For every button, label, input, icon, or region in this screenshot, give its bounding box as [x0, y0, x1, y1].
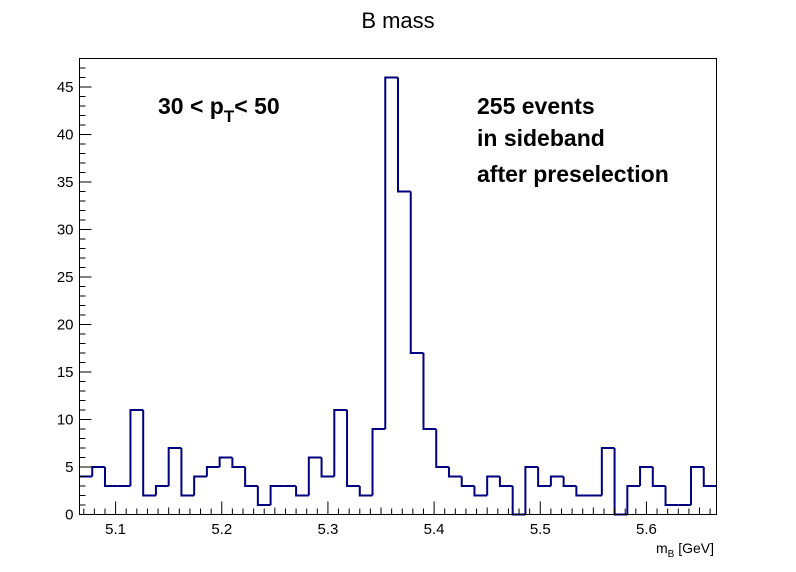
x-tick-label: 5.2	[211, 521, 232, 538]
histogram-bin	[154, 485, 169, 496]
histogram-bin	[346, 410, 360, 487]
histogram-bin	[397, 77, 411, 193]
histogram-bin	[384, 76, 398, 429]
histogram-bin	[142, 410, 156, 497]
y-tick-label: 15	[57, 364, 74, 381]
histogram-bin	[422, 353, 437, 430]
chart-title: B mass	[361, 8, 434, 33]
x-tick-label: 5.4	[424, 521, 445, 538]
histogram-bin	[651, 467, 666, 487]
pt-range-right: < 50	[234, 93, 279, 119]
histogram-bin	[460, 476, 475, 487]
pt-range-subscript: T	[224, 107, 235, 126]
histogram-bin	[358, 486, 373, 497]
histogram-bin	[435, 429, 449, 468]
histogram-bin	[103, 467, 118, 487]
preselection-annotation: after preselection	[477, 161, 669, 187]
x-tick-label: 5.6	[636, 521, 657, 538]
histogram-bin	[473, 486, 488, 497]
histogram-bin	[626, 485, 641, 515]
pt-range-left: 30 < p	[158, 93, 224, 119]
histogram-bin	[664, 486, 679, 506]
x-axis-label-unit: [GeV]	[674, 540, 714, 556]
histogram-bin	[167, 447, 182, 486]
x-axis-label: mB [GeV]	[656, 540, 714, 560]
histogram-bin	[231, 457, 246, 468]
histogram-bin	[639, 466, 653, 486]
y-tick-label: 10	[57, 412, 74, 429]
histogram-bin	[498, 476, 513, 487]
histogram-bin	[256, 486, 271, 506]
sideband-annotation: in sideband	[477, 125, 605, 151]
histogram-bin	[218, 456, 233, 467]
histogram-bin	[549, 475, 564, 486]
histogram-bin	[486, 475, 500, 496]
histogram-bin	[307, 456, 322, 496]
histogram-bin	[244, 467, 258, 487]
y-tick-label: 25	[57, 269, 74, 286]
histogram-bin	[129, 409, 144, 486]
x-axis-label-main: m	[656, 540, 668, 556]
histogram-bin	[613, 448, 628, 516]
histogram-bin	[371, 428, 386, 496]
y-tick-label: 35	[57, 174, 74, 191]
histogram-bin	[295, 486, 309, 497]
histogram-bin	[524, 466, 539, 515]
y-tick-label: 5	[65, 459, 73, 476]
histogram-bin	[575, 486, 590, 497]
pt-range-annotation: 30 < pT< 50	[158, 93, 280, 126]
histogram-bin	[702, 467, 717, 487]
y-tick-label: 0	[65, 507, 73, 524]
y-tick-label: 40	[57, 127, 74, 144]
histogram-bin	[537, 467, 551, 487]
histogram-bin	[180, 448, 195, 497]
histogram-bin	[320, 457, 335, 478]
y-tick-label: 30	[57, 222, 74, 239]
histogram-bin	[447, 467, 462, 478]
histogram-series	[79, 76, 717, 516]
x-axis: 5.1 5.2 5.3 5.4 5.5 5.6	[83, 501, 711, 538]
histogram-bin	[409, 191, 424, 354]
events-count-annotation: 255 events	[477, 93, 595, 119]
x-tick-label: 5.3	[318, 521, 339, 538]
histogram-bin	[193, 475, 207, 496]
x-tick-label: 5.1	[105, 521, 126, 538]
histogram-bin	[600, 447, 615, 496]
histogram-bin	[269, 485, 284, 505]
histogram-bin	[205, 466, 220, 477]
x-tick-label: 5.5	[530, 521, 551, 538]
x-axis-label-subscript: B	[668, 549, 675, 560]
y-tick-label: 45	[57, 79, 74, 96]
histogram-bin	[333, 409, 348, 477]
y-tick-label: 20	[57, 317, 74, 334]
y-axis: 0 5 10 15 20 25 30 35 40 45	[57, 67, 92, 524]
histogram-bin	[690, 466, 704, 505]
histogram-bin	[91, 466, 105, 477]
histogram-bin	[562, 476, 577, 487]
